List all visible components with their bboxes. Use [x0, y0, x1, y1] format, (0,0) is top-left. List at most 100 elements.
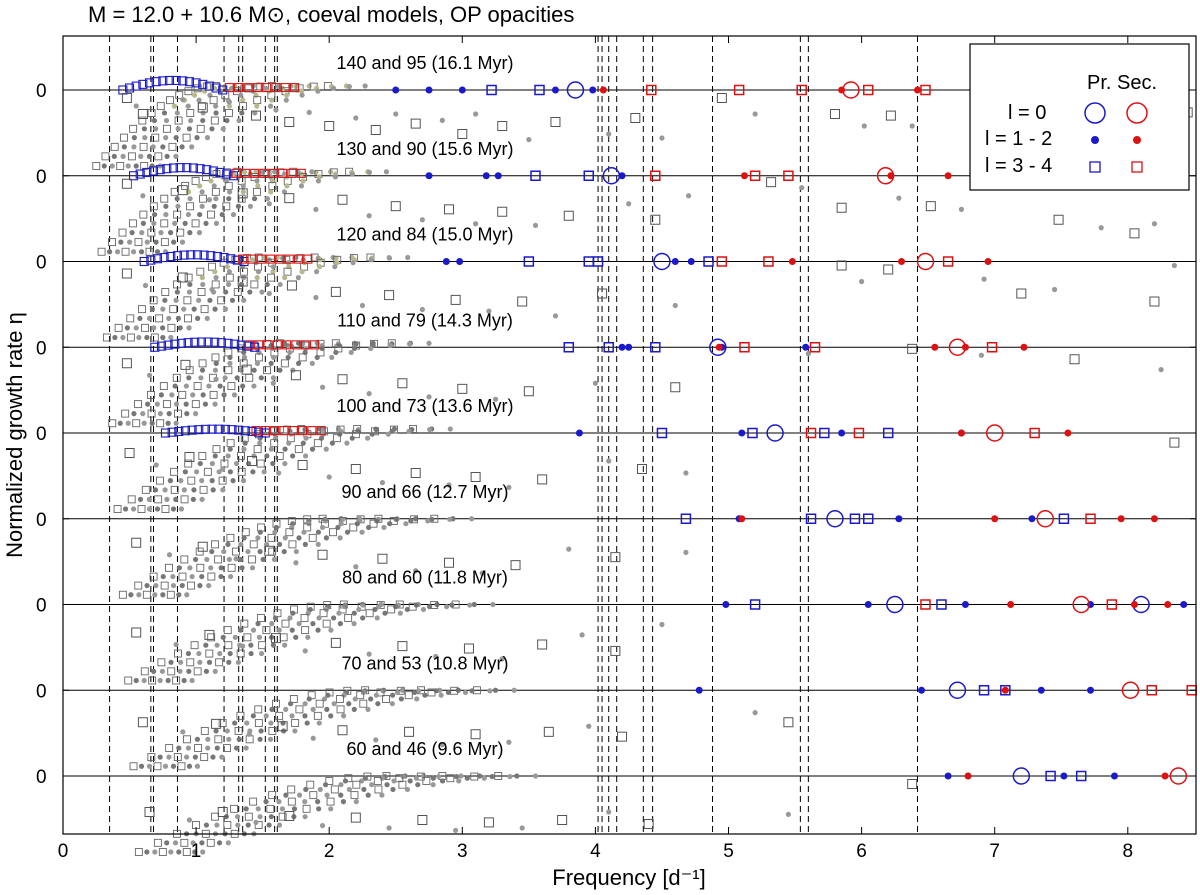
stable-mode-marker	[177, 185, 188, 196]
stable-mode-marker	[137, 717, 148, 728]
stable-mode-marker	[257, 548, 263, 555]
unstable-low-order-mode	[270, 426, 280, 436]
stable-mode-marker	[361, 786, 367, 793]
stable-mode-marker	[234, 814, 241, 820]
stable-mode-marker	[315, 627, 321, 633]
stable-mode-marker	[351, 345, 358, 352]
stable-mode-marker	[404, 786, 411, 793]
stable-mode-marker	[233, 745, 240, 751]
stable-mode-marker	[273, 107, 279, 113]
stable-mode-marker	[300, 178, 306, 184]
stable-mode-marker	[331, 615, 337, 621]
stable-mode-marker	[101, 152, 110, 161]
stable-mode-marker	[242, 440, 248, 446]
stable-mode-marker	[263, 85, 269, 91]
stable-mode-marker	[102, 333, 111, 342]
stable-mode-marker	[174, 116, 183, 125]
stable-mode-marker	[256, 459, 265, 468]
stable-mode-marker	[283, 267, 292, 276]
stable-mode-marker	[240, 619, 249, 628]
stable-mode-marker	[175, 126, 181, 132]
stable-mode-marker	[359, 529, 365, 535]
stable-mode-marker	[275, 711, 284, 720]
stable-mode-marker	[300, 614, 309, 622]
stable-mode-marker	[469, 516, 475, 522]
stable-mode-marker	[207, 572, 216, 581]
stable-mode-marker	[254, 103, 260, 109]
stable-mode-marker	[506, 484, 512, 490]
unstable-low-order-mode	[208, 166, 218, 176]
stable-mode-marker	[371, 427, 379, 436]
stable-mode-marker	[379, 792, 385, 798]
stable-mode-marker	[227, 563, 236, 572]
stable-mode-marker	[126, 314, 135, 323]
stable-mode-marker	[238, 627, 244, 633]
stable-mode-marker	[213, 275, 219, 281]
unstable-low-order-mode	[240, 168, 250, 178]
stable-mode-marker	[277, 281, 283, 288]
stable-mode-marker	[240, 97, 246, 103]
unstable-low-order-mode	[144, 78, 155, 88]
stable-mode-marker	[170, 582, 177, 589]
stable-mode-marker	[121, 409, 130, 418]
stable-mode-marker	[636, 464, 647, 474]
stable-mode-marker	[209, 390, 218, 399]
stable-mode-marker	[241, 364, 252, 375]
stable-mode-marker	[271, 354, 277, 361]
stable-mode-marker	[404, 606, 410, 613]
stable-mode-marker	[172, 220, 178, 226]
stable-mode-marker	[302, 814, 308, 820]
stable-mode-marker	[270, 264, 277, 270]
stable-mode-marker	[128, 219, 137, 228]
stable-mode-marker	[148, 676, 157, 685]
stable-mode-marker	[384, 290, 395, 301]
stable-mode-marker	[217, 650, 223, 657]
stable-mode-marker	[286, 280, 297, 291]
panel-label: 100 and 73 (13.6 Myr)	[336, 396, 513, 416]
stable-mode-marker	[184, 452, 195, 462]
stable-mode-marker	[287, 797, 296, 806]
stable-mode-marker	[222, 306, 229, 312]
stable-mode-marker	[209, 478, 215, 484]
unstable-mode-marker	[978, 685, 990, 696]
stable-mode-marker	[248, 642, 254, 648]
stable-mode-marker	[209, 460, 215, 467]
stable-mode-marker	[236, 649, 245, 658]
stable-mode-marker	[303, 523, 312, 532]
stable-mode-marker	[526, 137, 532, 143]
stable-mode-marker	[196, 297, 202, 303]
stable-mode-marker	[296, 535, 302, 541]
stable-mode-marker	[180, 838, 189, 847]
stable-mode-marker	[269, 621, 275, 627]
stable-mode-marker	[155, 314, 164, 323]
stable-mode-marker	[446, 482, 452, 488]
unstable-mode-marker	[566, 81, 585, 99]
stable-mode-marker	[245, 822, 251, 828]
stable-mode-marker	[152, 487, 159, 493]
stable-mode-marker	[127, 495, 136, 504]
stable-mode-marker	[216, 840, 223, 846]
stable-mode-marker	[329, 528, 337, 537]
stable-mode-marker	[166, 590, 175, 599]
stable-mode-marker	[220, 126, 226, 132]
stable-mode-marker	[137, 505, 146, 513]
stable-mode-marker	[196, 230, 203, 236]
stable-mode-marker	[154, 249, 161, 255]
stable-mode-marker	[295, 705, 304, 714]
stable-mode-marker	[230, 478, 236, 484]
stable-mode-marker	[227, 469, 233, 475]
stable-mode-marker	[191, 92, 198, 98]
stable-mode-marker	[130, 506, 137, 512]
stable-mode-marker	[166, 754, 172, 760]
stable-mode-marker	[187, 196, 193, 202]
stable-mode-marker	[150, 333, 159, 342]
stable-mode-marker	[266, 201, 272, 207]
stable-mode-marker	[333, 255, 339, 261]
unstable-low-order-mode	[216, 338, 226, 348]
stable-mode-marker	[254, 719, 263, 728]
unstable-mode-marker	[1106, 599, 1118, 610]
stable-mode-marker	[399, 687, 406, 693]
stable-mode-marker	[426, 394, 432, 400]
stable-mode-marker	[494, 772, 503, 780]
stable-mode-marker	[450, 686, 459, 695]
